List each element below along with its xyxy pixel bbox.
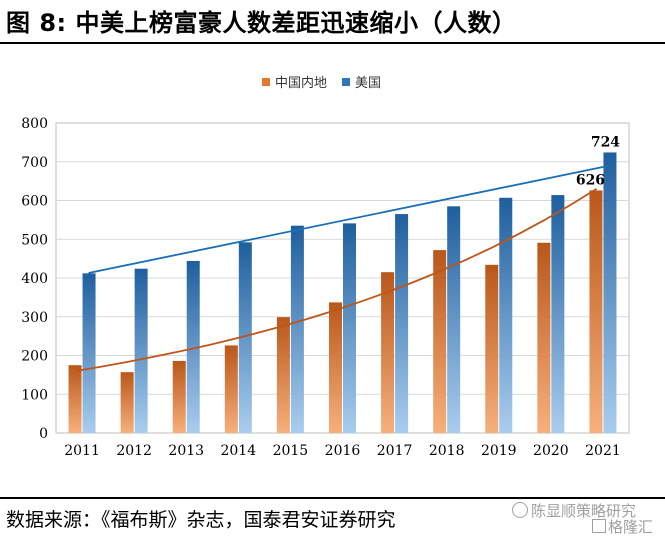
source-divider xyxy=(0,497,665,499)
data-label: 724 xyxy=(591,134,620,150)
china-bar xyxy=(537,242,551,433)
china-bar xyxy=(120,372,134,433)
x-tick-label: 2014 xyxy=(220,443,256,459)
usa-bar xyxy=(551,195,565,433)
title-divider xyxy=(0,42,665,44)
watermark-gelonghui: 格隆汇 xyxy=(592,516,653,537)
x-tick-label: 2011 xyxy=(64,443,100,459)
legend-label: 美国 xyxy=(355,76,381,91)
x-axis: 2011 2012 2013 2014 2015 2016 2017 2018 2019 2020… xyxy=(64,443,621,459)
data-label: 626 xyxy=(576,172,605,188)
usa-bar xyxy=(395,214,409,433)
china-bar xyxy=(172,360,186,433)
usa-bar xyxy=(82,273,96,433)
x-tick-label: 2019 xyxy=(481,443,517,459)
y-tick-label: 800 xyxy=(21,116,48,132)
china-trendline xyxy=(75,188,597,372)
bars xyxy=(68,152,617,433)
y-axis: 0 100 200 300 400 500 600 700 800 xyxy=(21,116,48,442)
usa-bar xyxy=(499,197,513,433)
legend: 中国内地 美国 xyxy=(262,75,381,91)
legend-label: 中国内地 xyxy=(275,75,327,91)
x-tick-label: 2013 xyxy=(168,443,204,459)
y-tick-label: 600 xyxy=(21,194,48,210)
usa-bar xyxy=(134,268,148,433)
usa-bar xyxy=(290,225,304,433)
china-bar xyxy=(485,264,499,433)
china-bar xyxy=(433,250,447,433)
china-bar xyxy=(276,317,290,433)
usa-bar xyxy=(343,223,356,433)
china-bar xyxy=(329,302,342,433)
x-tick-label: 2017 xyxy=(377,443,413,459)
x-tick-label: 2012 xyxy=(116,443,152,459)
x-tick-label: 2015 xyxy=(273,443,309,459)
y-tick-label: 500 xyxy=(21,232,48,248)
gelonghui-logo-icon xyxy=(592,519,606,533)
usa-bar xyxy=(447,206,461,433)
y-tick-label: 0 xyxy=(39,426,48,442)
figure-title: 图 8: 中美上榜富豪人数差距迅速缩小（人数） xyxy=(6,9,517,37)
x-tick-label: 2016 xyxy=(325,443,361,459)
x-tick-label: 2018 xyxy=(429,443,465,459)
trendlines xyxy=(75,164,610,372)
watermark-text-2: 格隆汇 xyxy=(608,518,654,536)
y-tick-label: 300 xyxy=(21,310,48,326)
usa-bar xyxy=(603,152,617,433)
china-bar xyxy=(224,345,238,433)
x-tick-label: 2020 xyxy=(533,443,569,459)
wechat-icon xyxy=(512,502,528,518)
watermark-text-1: 陈显顺策略研究 xyxy=(531,502,637,520)
usa-trendline xyxy=(88,164,610,274)
legend-swatch xyxy=(262,78,270,86)
watermark-wechat: 陈显顺策略研究 xyxy=(512,500,636,521)
x-tick-label: 2021 xyxy=(585,443,621,459)
usa-bar xyxy=(238,242,252,433)
usa-bar xyxy=(186,260,200,433)
y-tick-label: 100 xyxy=(21,387,48,403)
china-bar xyxy=(381,272,395,433)
y-tick-label: 400 xyxy=(21,271,48,287)
y-tick-label: 200 xyxy=(21,349,48,365)
y-tick-label: 700 xyxy=(21,155,48,171)
source-note: 数据来源：《福布斯》杂志，国泰君安证券研究 xyxy=(6,509,396,531)
legend-swatch xyxy=(342,78,350,86)
gridlines xyxy=(56,161,629,395)
figure-header: 图 8: 中美上榜富豪人数差距迅速缩小（人数） xyxy=(0,0,665,40)
china-bar xyxy=(68,365,82,433)
data-labels: 626 724 xyxy=(576,134,620,188)
china-bar xyxy=(589,190,603,433)
